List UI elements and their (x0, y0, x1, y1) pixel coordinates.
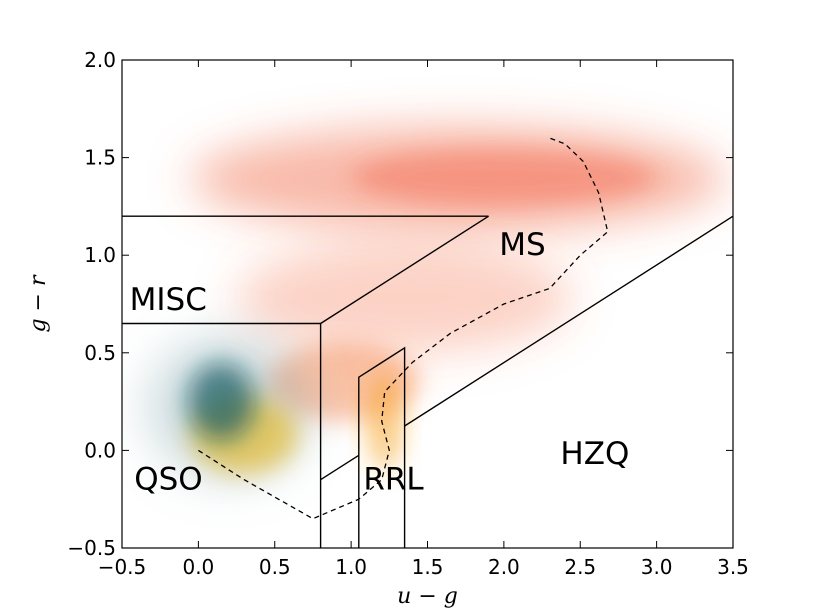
x-tick-label: 0.0 (182, 555, 214, 579)
y-tick-label: 2.0 (84, 48, 116, 72)
x-axis-label: u − g (397, 584, 458, 609)
region-label-ms: MS (499, 227, 545, 263)
y-tick-label: −0.5 (67, 536, 116, 560)
x-tick-label: 3.5 (717, 555, 749, 579)
density-clouds (144, 126, 726, 482)
y-tick-label: 0.0 (84, 438, 116, 462)
cloud-rrl-cloud (366, 372, 404, 470)
boundary-misc-diagonal (320, 215, 489, 325)
y-axis-label: g − r (26, 274, 51, 333)
region-label-hzq: HZQ (560, 436, 629, 472)
boundary-hzq-diagonal (404, 215, 733, 427)
region-label-rrl: RRL (363, 461, 424, 497)
x-tick-label: −0.5 (98, 555, 147, 579)
y-tick-label: 1.0 (84, 243, 116, 267)
boundary-rrl-box (358, 346, 406, 548)
cloud-quasar-core (187, 362, 255, 441)
y-tick-label: 1.5 (84, 146, 116, 170)
axis-ticks: −0.5 0.0 0.5 1.0 1.5 2.0 2.5 3.0 3.5 −0.5 0.0 0.5 1.… (67, 48, 748, 579)
x-tick-label: 1.0 (335, 555, 367, 579)
boundary-lower-diagonal (320, 454, 360, 481)
x-tick-label: 2.0 (488, 555, 520, 579)
region-label-misc: MISC (130, 282, 207, 318)
cloud-main-sequence-core (351, 147, 657, 207)
region-boundaries (122, 137, 733, 548)
x-tick-label: 3.0 (641, 555, 673, 579)
boundary-stellar-locus-contour (198, 137, 609, 520)
x-tick-label: 0.5 (259, 555, 291, 579)
x-tick-label: 1.5 (412, 555, 444, 579)
x-tick-label: 2.5 (564, 555, 596, 579)
region-label-qso: QSO (134, 461, 202, 497)
y-tick-label: 0.5 (84, 341, 116, 365)
region-labels: MISC MS QSO RRL HZQ (130, 227, 630, 497)
